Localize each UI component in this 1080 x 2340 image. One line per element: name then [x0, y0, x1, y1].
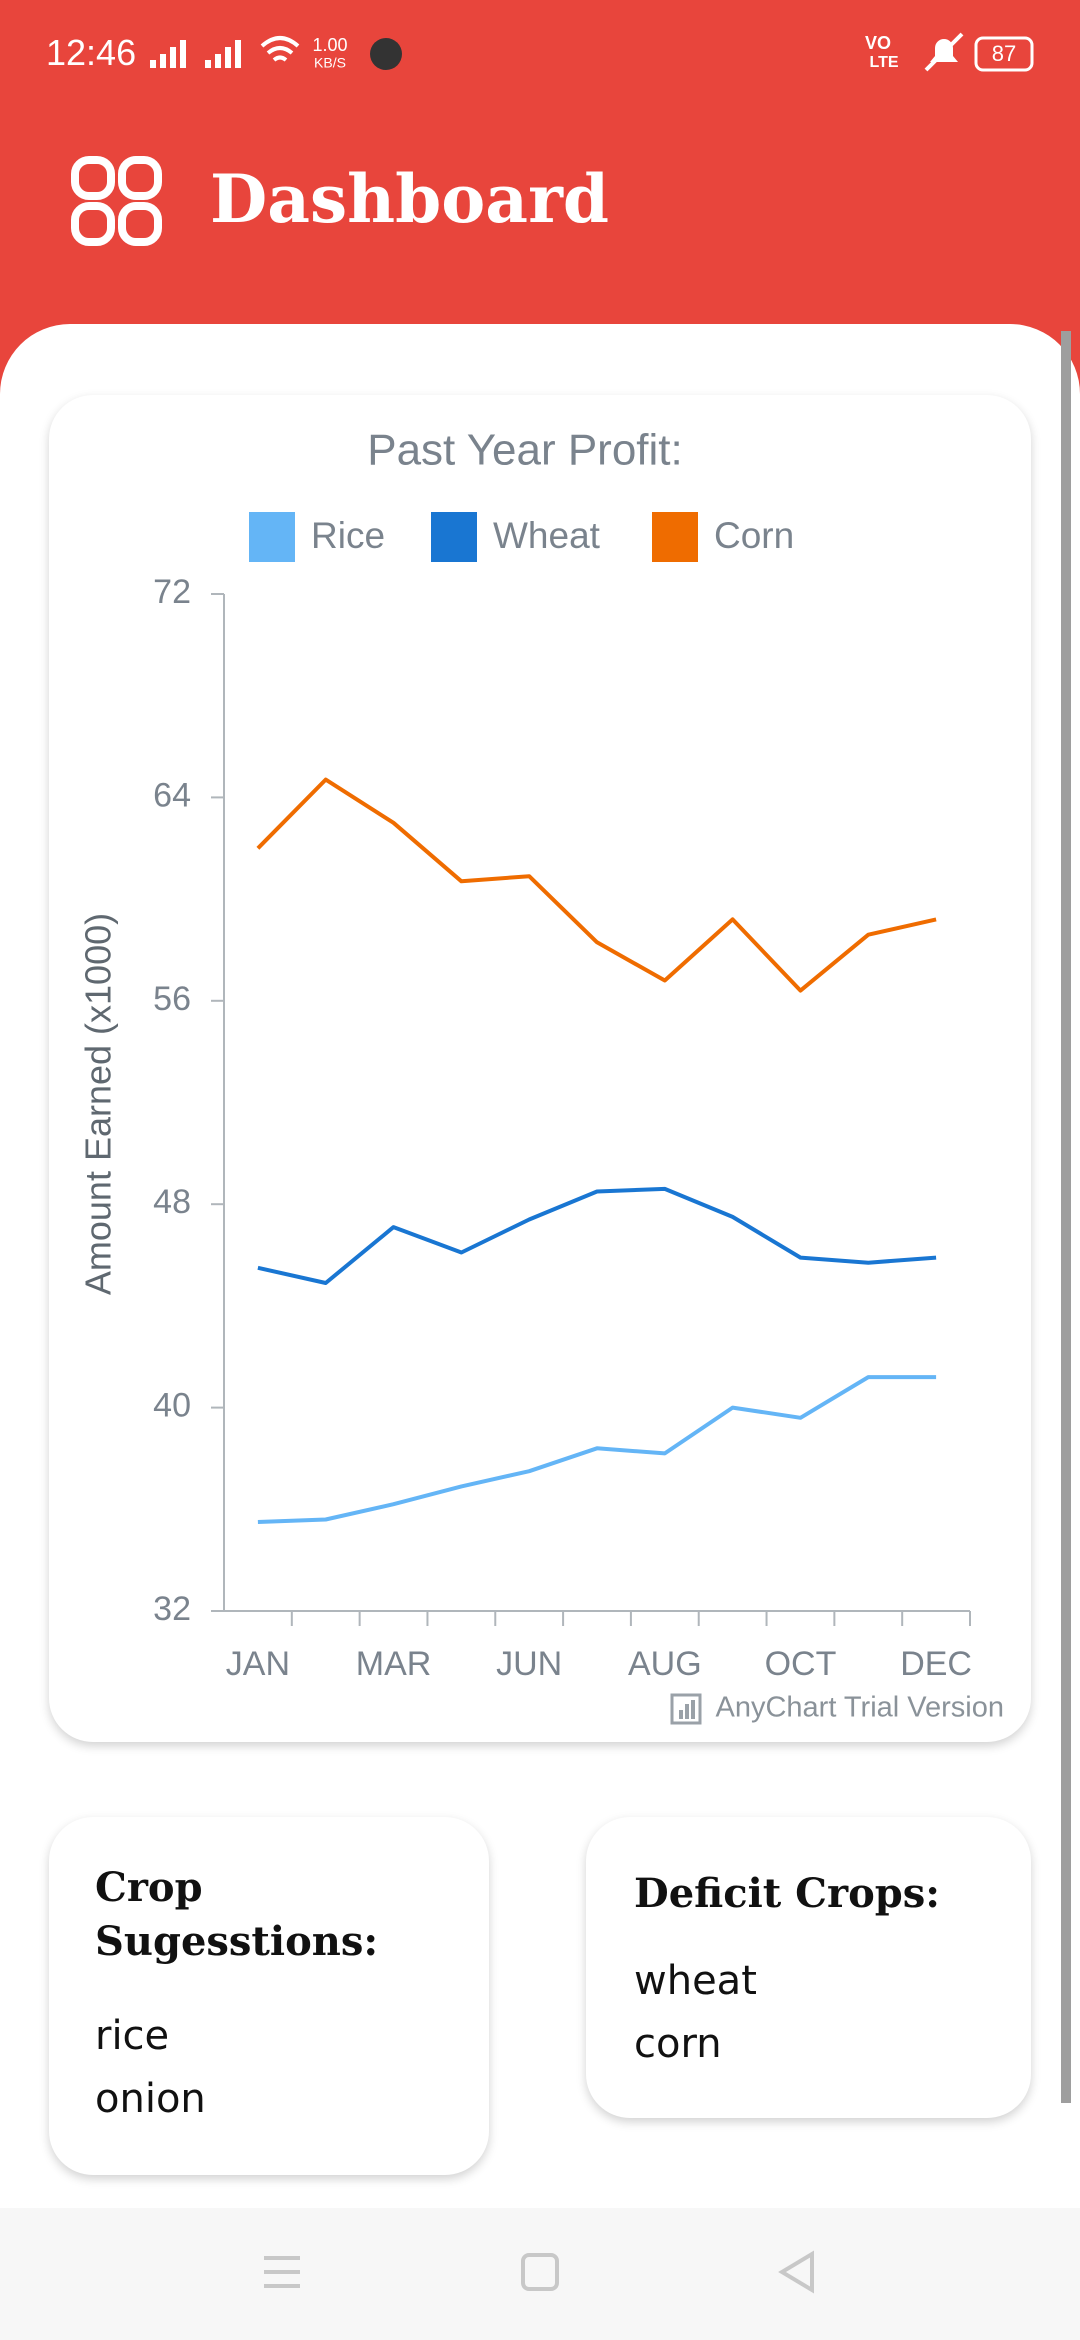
- legend-swatch: [249, 512, 295, 562]
- y-tick-label: 64: [153, 776, 191, 814]
- y-tick-label: 72: [153, 573, 191, 611]
- x-tick-label: JAN: [226, 1645, 290, 1683]
- nav-icons[interactable]: [264, 2250, 814, 2294]
- watermark-icon: [670, 1693, 702, 1725]
- battery-level: 87: [992, 41, 1016, 66]
- series-line: [257, 1186, 937, 1285]
- status-speed: 1.00: [312, 35, 347, 55]
- x-tick-label: AUG: [628, 1645, 702, 1683]
- card-title: Crop Sugesstions:: [95, 1864, 379, 1965]
- x-tick-label: OCT: [765, 1645, 837, 1683]
- card-title: Deficit Crops:: [634, 1870, 941, 1917]
- status-network: LTE: [869, 54, 898, 71]
- dashboard-icon: [71, 156, 162, 246]
- y-tick-label: 48: [153, 1183, 191, 1221]
- legend-swatch: [652, 512, 698, 562]
- card-item: onion: [95, 2076, 206, 2122]
- watermark: AnyChart Trial Version: [715, 1692, 1004, 1724]
- x-tick-label: DEC: [900, 1645, 972, 1683]
- y-tick-label: 40: [153, 1387, 191, 1425]
- y-tick-label: 32: [153, 1590, 191, 1628]
- chart-card: [49, 395, 1031, 1742]
- header-title: Dashboard: [210, 160, 609, 238]
- y-tick-label: 56: [153, 980, 191, 1018]
- card-item: rice: [95, 2013, 170, 2059]
- y-axis-title: Amount Earned (x1000): [78, 913, 119, 1295]
- x-tick-label: MAR: [356, 1645, 432, 1683]
- deficit-card[interactable]: Deficit Crops: wheat corn: [586, 1817, 1031, 2118]
- card-item: corn: [634, 2021, 722, 2067]
- chart-title: Past Year Profit:: [367, 426, 683, 475]
- x-tick-label: JUN: [496, 1645, 562, 1683]
- series-line: [256, 777, 937, 993]
- status-network: VO: [865, 33, 891, 53]
- legend-label: Corn: [714, 515, 794, 556]
- status-icons: [150, 32, 1034, 72]
- series-line: [257, 1375, 937, 1524]
- nav-bar: [0, 2208, 1080, 2340]
- suggestion-card[interactable]: Crop Sugesstions: rice onion: [49, 1817, 489, 2175]
- legend-label: Wheat: [493, 515, 601, 556]
- status-time: 12:46: [46, 32, 137, 73]
- scrollbar: [1061, 331, 1071, 2103]
- legend-label: Rice: [311, 515, 385, 556]
- card-item: wheat: [634, 1958, 757, 2004]
- legend-swatch: [431, 512, 477, 562]
- status-speed-unit: KB/S: [314, 55, 346, 71]
